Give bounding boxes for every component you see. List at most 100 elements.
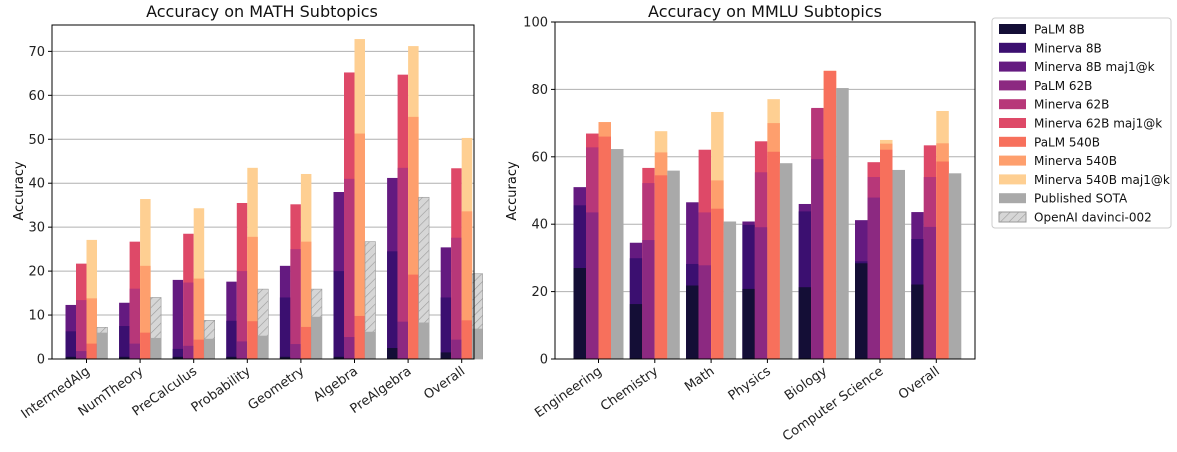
bar-palm-540b-geometry [300, 326, 312, 359]
y-tick-label: 0 [540, 353, 548, 368]
bar-palm-8b-prealgebra [387, 348, 398, 359]
bar-minerva-62b-precalculus [183, 282, 194, 359]
bar-minerva-8b-prealgebra [387, 251, 398, 359]
x-tick-label: Overall [421, 364, 468, 403]
legend-swatch-minerva-8b-maj1-k [999, 61, 1026, 72]
bar-palm-540b-math [711, 208, 724, 359]
y-tick-label: 80 [531, 83, 548, 98]
bar-minerva-62b-prealgebra [397, 167, 409, 359]
bar-minerva-540b-precalculus [193, 278, 205, 359]
legend-label-palm-540b: PaLM 540B [1034, 135, 1100, 149]
y-tick-label: 10 [28, 309, 45, 324]
bar-palm-62b-probability [236, 341, 248, 359]
bar-published-sota-overall [948, 173, 962, 359]
y-axis-label: Accuracy [505, 161, 520, 221]
bar-palm-8b-engineering [573, 268, 586, 359]
bar-palm-62b-numtheory [129, 343, 141, 359]
y-tick-label: 40 [28, 177, 45, 192]
legend-swatch-minerva-540b [999, 155, 1026, 166]
bar-palm-62b-algebra [344, 337, 355, 359]
bar-minerva-62b-probability [236, 271, 248, 359]
bar-palm-540b-numtheory [140, 332, 151, 359]
bar-minerva-540b-prealgebra [408, 116, 419, 359]
bar-palm-540b-overall [461, 320, 473, 359]
bar-published-sota-prealgebra [418, 322, 430, 359]
x-tick-label: Geometry [245, 364, 307, 414]
y-ticks: 0 20 40 60 80 100 [523, 16, 555, 368]
legend-label-published-sota: Published SOTA [1034, 192, 1128, 206]
bar-published-sota-precalculus [204, 338, 215, 359]
y-tick-label: 40 [531, 218, 548, 233]
legend-label-minerva-62b: Minerva 62B [1034, 98, 1109, 112]
y-tick-label: 70 [28, 45, 45, 60]
bar-published-sota-probability [257, 335, 269, 359]
bar-palm-62b-math [698, 265, 712, 359]
bar-published-sota-geometry [311, 316, 322, 359]
legend-swatch-minerva-540b-maj1-k [999, 174, 1026, 185]
bar-published-sota-biology [836, 88, 849, 360]
legend-swatch-openai-davinci-002 [998, 211, 1027, 223]
x-tick-label: Probability [189, 364, 254, 416]
legend-box [991, 17, 1172, 229]
legend-swatch-minerva-62b-maj1-k [999, 118, 1026, 128]
legend-swatch-minerva-8b [999, 42, 1026, 53]
bar-palm-540b-precalculus [193, 339, 205, 359]
bar-palm-540b-engineering [598, 136, 611, 359]
bar-palm-8b-geometry [279, 356, 291, 359]
bar-palm-62b-geometry [290, 344, 301, 359]
x-tick-label: Physics [726, 364, 774, 404]
bar-palm-8b-probability [226, 356, 237, 359]
math-chart: Accuracy on MATH Subtopics Accuracy 0 10 2… [12, 2, 484, 422]
legend-swatch-published-sota [999, 193, 1026, 204]
bar-palm-62b-physics [754, 227, 768, 359]
y-tick-label: 20 [28, 265, 45, 280]
bar-palm-540b-overall [936, 161, 949, 359]
bar-minerva-8b-geometry [279, 297, 291, 359]
bar-minerva-62b-intermedalg [76, 300, 87, 359]
bar-palm-8b-overall [440, 352, 452, 359]
y-tick-label: 0 [37, 353, 45, 368]
bar-minerva-8b-numtheory [119, 326, 130, 359]
plot-frame [51, 24, 475, 360]
plot-frame [554, 21, 976, 360]
bar-minerva-540b-overall [461, 211, 473, 359]
x-tick-label: Engineering [532, 364, 604, 421]
y-tick-label: 30 [28, 221, 45, 236]
bar-palm-62b-overall [923, 226, 937, 359]
bar-minerva-540b-algebra [354, 133, 365, 359]
bar-palm-540b-biology [823, 70, 837, 360]
bar-published-sota-intermedalg [97, 332, 108, 359]
bar-palm-540b-intermedalg [86, 343, 97, 359]
chart-title: Accuracy on MATH Subtopics [146, 2, 378, 21]
legend-swatch-palm-8b [999, 24, 1026, 34]
bar-published-sota-overall [472, 328, 483, 359]
bar-palm-540b-algebra [354, 315, 365, 359]
bar-published-sota-physics [779, 163, 793, 359]
bar-minerva-62b-overall [451, 237, 462, 359]
bar-palm-540b-probability [247, 321, 258, 359]
y-tick-label: 60 [28, 89, 45, 104]
legend-label-minerva-540b-maj1-k: Minerva 540B maj1@k [1034, 173, 1170, 187]
x-tick-label: Math [682, 364, 717, 395]
bar-palm-62b-overall [451, 339, 462, 359]
bar-published-sota-chemistry [667, 170, 680, 359]
x-ticks: IntermedAlgNumTheoryPreCalculusProbabili… [19, 359, 468, 422]
y-tick-label: 60 [531, 150, 548, 165]
bar-minerva-8b-algebra [333, 271, 344, 359]
bar-published-sota-math [723, 221, 737, 359]
bar-minerva-8b-intermedalg [65, 331, 76, 359]
bar-published-sota-algebra [365, 331, 376, 359]
bar-published-sota-numtheory [150, 337, 162, 359]
bar-palm-62b-computer-science [867, 197, 880, 359]
bar-palm-8b-math [686, 285, 699, 359]
bars [573, 70, 962, 360]
bar-palm-8b-computer-science [855, 263, 868, 359]
bars [65, 39, 484, 360]
legend-label-palm-62b: PaLM 62B [1034, 79, 1092, 93]
bar-palm-8b-numtheory [119, 356, 130, 359]
legend-label-minerva-540b: Minerva 540B [1034, 154, 1117, 168]
y-tick-label: 20 [531, 285, 548, 300]
legend-label-openai-davinci-002: OpenAI davinci-002 [1034, 211, 1152, 225]
bar-palm-62b-chemistry [642, 240, 655, 359]
